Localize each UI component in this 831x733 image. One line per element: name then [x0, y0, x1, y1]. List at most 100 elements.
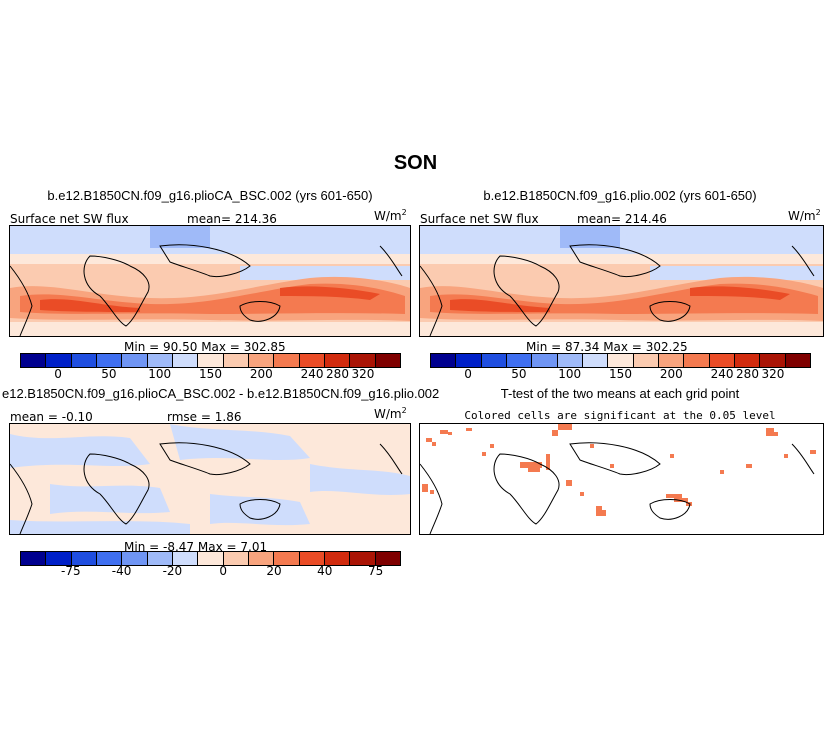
panel-4-title: T-test of the two means at each grid poi…: [500, 386, 740, 401]
colorbar-tick-label: -40: [111, 564, 132, 578]
panel-1-map-svg: [10, 226, 410, 336]
colorbar-swatch: [481, 354, 507, 367]
panel-3-rmse-label: rmse =: [167, 410, 211, 424]
colorbar-swatch: [709, 354, 735, 367]
panel-3-units-exp: 2: [401, 406, 407, 415]
panel-2-units: W/m2: [788, 208, 821, 223]
panel-2-mean-value: 214.46: [624, 212, 667, 226]
colorbar-swatch: [608, 354, 634, 367]
colorbar-tick-label: 320: [761, 367, 785, 381]
colorbar-swatch: [431, 354, 457, 367]
panel-2-map-svg: [420, 226, 823, 336]
colorbar-swatch: [299, 354, 325, 367]
colorbar-swatch: [760, 354, 786, 367]
colorbar-tick-label: 75: [367, 564, 384, 578]
colorbar-swatch: [582, 354, 609, 367]
colorbar-tick-label: 200: [659, 367, 683, 381]
colorbar-swatch: [299, 552, 325, 565]
colorbar-swatch: [375, 552, 400, 565]
colorbar-swatch: [248, 552, 275, 565]
colorbar-tick-label: 240: [710, 367, 734, 381]
colorbar-tick-label: 0: [54, 367, 62, 381]
panel-2-variable: Surface net SW flux: [420, 212, 539, 226]
panel-3-units: W/m2: [374, 406, 407, 421]
colorbar-tick-label: 40: [317, 564, 333, 578]
colorbar-swatch: [532, 354, 558, 367]
panel-1-variable: Surface net SW flux: [10, 212, 129, 226]
panel-3-title: e12.B1850CN.f09_g16.plioCA_BSC.002 - b.e…: [2, 386, 440, 401]
panel-3-mean-label: mean =: [10, 410, 58, 424]
panel-1-max-label: Max =: [201, 340, 240, 354]
panel-3-mean-value: -0.10: [61, 410, 93, 424]
panel-1-units: W/m2: [374, 208, 407, 223]
panel-1-colorbar-ticks: 0 50 100 150 200 240 280 320: [20, 367, 401, 383]
colorbar-tick-label: 100: [148, 367, 172, 381]
colorbar-swatch: [122, 354, 148, 367]
colorbar-swatch: [658, 354, 685, 367]
colorbar-swatch: [633, 354, 659, 367]
colorbar-tick-label: -20: [162, 564, 183, 578]
colorbar-swatch: [46, 552, 72, 565]
colorbar-tick-label: 0: [219, 564, 228, 578]
panel-2-min-label: Min =: [526, 340, 562, 354]
colorbar-tick-label: 200: [249, 367, 273, 381]
colorbar-swatch: [147, 354, 173, 367]
colorbar-swatch: [198, 354, 224, 367]
colorbar-swatch: [350, 552, 376, 565]
panel-3-map-svg: [10, 424, 410, 534]
panel-3-units-base: W/m: [374, 407, 402, 421]
colorbar-tick-label: 20: [266, 564, 282, 578]
colorbar-tick-label: 50: [511, 367, 527, 381]
colorbar-swatch: [71, 354, 97, 367]
colorbar-tick-label: 0: [464, 367, 472, 381]
panel-1-mean-label: mean=: [187, 212, 232, 226]
panel-3-map: [9, 423, 411, 535]
panel-3-colorbar: [20, 551, 401, 566]
colorbar-swatch: [147, 552, 173, 565]
colorbar-tick-label: 280: [326, 367, 349, 381]
colorbar-swatch: [223, 552, 249, 565]
colorbar-swatch: [223, 354, 249, 367]
colorbar-swatch: [734, 354, 761, 367]
panel-1-min-label: Min =: [124, 340, 160, 354]
panel-1-mean: mean= 214.36: [187, 212, 277, 226]
panel-4-subtitle: Colored cells are significant at the 0.0…: [464, 409, 776, 422]
colorbar-swatch: [274, 552, 300, 565]
panel-3-colorbar-ticks: -75 -40 -20 0 20 40 75: [20, 564, 401, 580]
colorbar-tick-label: 150: [609, 367, 632, 381]
panel-3-rmse: rmse = 1.86: [167, 410, 241, 424]
panel-2-map: [419, 225, 824, 337]
colorbar-swatch: [350, 354, 376, 367]
colorbar-swatch: [71, 552, 97, 565]
panel-2-title: b.e12.B1850CN.f09_g16.plio.002 (yrs 601-…: [483, 188, 757, 203]
colorbar-swatch: [557, 354, 583, 367]
colorbar-swatch: [324, 552, 351, 565]
colorbar-swatch: [684, 354, 710, 367]
page-title: SON: [393, 152, 438, 174]
panel-1-units-base: W/m: [374, 209, 402, 223]
colorbar-tick-label: 100: [558, 367, 582, 381]
colorbar-swatch: [172, 552, 199, 565]
colorbar-swatch: [198, 552, 224, 565]
colorbar-tick-label: 280: [736, 367, 759, 381]
panel-1-colorbar: [20, 353, 401, 368]
colorbar-tick-label: 320: [351, 367, 375, 381]
colorbar-swatch: [122, 552, 148, 565]
panel-1-minmax: Min = 90.50 Max = 302.85: [124, 340, 286, 354]
panel-3-max-label: Max =: [197, 540, 237, 554]
panel-1-map: [9, 225, 411, 337]
panel-2-min-value: 87.34: [565, 340, 600, 354]
panel-2-minmax: Min = 87.34 Max = 302.25: [526, 340, 688, 354]
panel-2-max-label: Max =: [603, 340, 642, 354]
colorbar-swatch: [274, 354, 300, 367]
panel-1-max-value: 302.85: [243, 340, 286, 354]
colorbar-swatch: [21, 552, 47, 565]
panel-3-rmse-value: 1.86: [214, 410, 242, 424]
colorbar-swatch: [324, 354, 351, 367]
panel-3-minmax: Min = -8.47 Max = 7.01: [124, 540, 267, 554]
panel-1-mean-value: 214.36: [234, 212, 277, 226]
panel-4-map-svg: [420, 424, 823, 534]
panel-2-units-base: W/m: [788, 209, 816, 223]
panel-3-max-value: 7.01: [240, 540, 268, 554]
colorbar-tick-label: 150: [199, 367, 222, 381]
